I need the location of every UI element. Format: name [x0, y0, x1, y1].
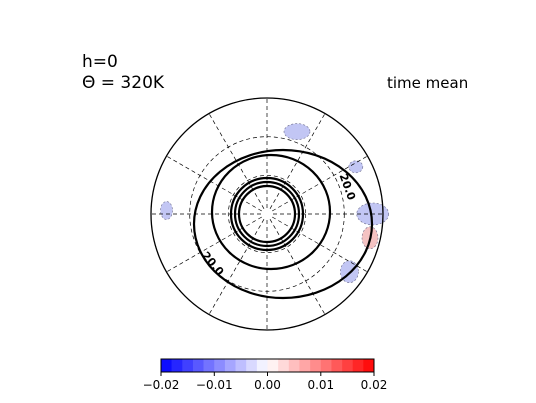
colorbar-tick-label: 0.01 [307, 378, 334, 392]
colorbar-tick-label: 0.02 [361, 378, 388, 392]
meridian-lines [151, 98, 383, 330]
contour-middle [210, 153, 332, 271]
contour-outer [192, 148, 374, 300]
time-mean-label: time mean [387, 74, 468, 92]
latitude-circles [150, 97, 384, 331]
colorbar-cell [214, 359, 226, 372]
colorbar-tick-label: −0.01 [196, 378, 233, 392]
colorbar-cell [320, 359, 332, 372]
shaded-anomaly-patches [160, 123, 390, 284]
colorbar-cell [267, 359, 279, 372]
contour-lines [192, 148, 374, 300]
colorbar: −0.02 −0.01 0.00 0.01 0.02 [143, 358, 388, 392]
meridian-line [272, 216, 368, 273]
colorbar-cell [192, 359, 204, 372]
latitude-circle [189, 136, 345, 292]
colorbar-cell [235, 359, 247, 372]
colorbar-cell [246, 359, 258, 372]
colorbar-cell [256, 359, 268, 372]
colorbar-cell [288, 359, 300, 372]
map-boundary [150, 97, 384, 331]
meridian-line [166, 155, 262, 212]
colorbar-cell [203, 359, 215, 372]
meridian-line [166, 216, 262, 273]
colorbar-cell [182, 359, 194, 372]
latitude-circle [227, 174, 307, 254]
polar-map: 20.0 20.0 [150, 97, 390, 331]
colorbar-tick-label: −0.02 [143, 378, 180, 392]
colorbar-cell [171, 359, 183, 372]
meridian-line [269, 219, 326, 315]
colorbar-cell [224, 359, 236, 372]
colorbar-cells [161, 359, 375, 372]
contour-label-left: 20.0 [199, 249, 227, 278]
colorbar-cell [331, 359, 343, 372]
colorbar-cell [161, 359, 172, 372]
title-line-2: Θ = 320K [82, 73, 165, 93]
meridian-line [272, 155, 368, 212]
colorbar-cell [299, 359, 311, 372]
colorbar-cell [278, 359, 290, 372]
colorbar-cell [352, 359, 364, 372]
colorbar-cell [363, 359, 375, 372]
shaded-patch-negative [283, 123, 311, 140]
colorbar-cell [342, 359, 353, 372]
meridian-line [208, 113, 265, 209]
title-line-1: h=0 [82, 52, 118, 72]
colorbar-cell [310, 359, 322, 372]
meridian-line [269, 113, 326, 209]
shaded-patch-negative [348, 160, 364, 174]
contour-inner-1 [229, 176, 305, 252]
meridian-line [208, 219, 265, 315]
contour-inner-2 [233, 180, 301, 248]
colorbar-tick-label: 0.00 [254, 378, 281, 392]
shaded-patch-negative [160, 201, 173, 220]
colorbar-ticks: −0.02 −0.01 0.00 0.01 0.02 [143, 372, 388, 392]
latitude-circle [150, 97, 384, 331]
contour-inner-3 [237, 184, 297, 244]
